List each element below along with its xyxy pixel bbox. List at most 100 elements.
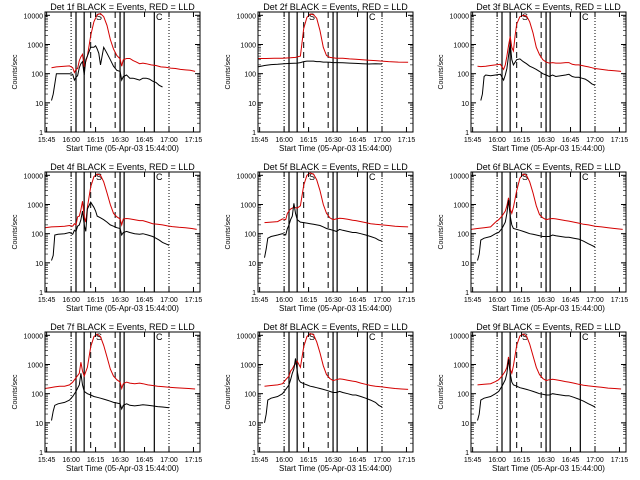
- x-tick-label: 16:30: [111, 137, 129, 144]
- events-series-line: [480, 43, 596, 101]
- y-axis-label: Counts/sec: [12, 374, 19, 410]
- x-tick-label: 17:00: [160, 457, 178, 464]
- y-tick-label: 1: [252, 450, 256, 457]
- x-tick-label: 16:45: [136, 457, 154, 464]
- x-tick-label: 16:30: [324, 137, 342, 144]
- y-tick-label: 1: [39, 450, 43, 457]
- panel-title: Det 2f BLACK = Events, RED = LLD: [263, 2, 408, 12]
- marker-s-label: S: [309, 12, 315, 22]
- y-tick-label: 1: [465, 290, 469, 297]
- x-axis-label: Start Time (05-Apr-03 15:44:00): [492, 304, 605, 313]
- y-axis-label: Counts/sec: [438, 54, 445, 90]
- x-tick-label: 16:30: [324, 457, 342, 464]
- plot-frame: [44, 171, 201, 293]
- x-tick-label: 17:00: [586, 137, 604, 144]
- plot-frame: [257, 11, 414, 133]
- lld-series-line: [470, 173, 623, 230]
- panel-title: Det 4f BLACK = Events, RED = LLD: [50, 162, 195, 172]
- x-tick-label: 17:15: [398, 137, 416, 144]
- x-tick-label: 16:00: [62, 457, 80, 464]
- y-tick-label: 10000: [237, 333, 257, 340]
- plot-frame: [470, 171, 627, 293]
- y-tick-label: 10000: [450, 13, 470, 20]
- y-axis-label: Counts/sec: [12, 54, 19, 90]
- y-tick-label: 1000: [453, 202, 469, 209]
- x-tick-label: 15:45: [38, 297, 56, 304]
- y-tick-label: 1000: [240, 42, 256, 49]
- lld-series-line: [44, 173, 197, 230]
- x-tick-label: 16:15: [87, 457, 105, 464]
- x-tick-label: 16:45: [562, 457, 580, 464]
- x-tick-label: 16:30: [111, 297, 129, 304]
- y-tick-label: 10: [461, 101, 469, 108]
- x-tick-label: 17:15: [398, 297, 416, 304]
- y-tick-label: 10: [461, 421, 469, 428]
- x-tick-label: 15:45: [464, 297, 482, 304]
- x-tick-label: 16:30: [324, 297, 342, 304]
- y-tick-label: 1000: [240, 202, 256, 209]
- x-tick-label: 17:15: [611, 457, 629, 464]
- x-tick-label: 16:45: [136, 137, 154, 144]
- y-tick-label: 10000: [237, 13, 257, 20]
- plot-frame: [44, 11, 201, 133]
- y-axis-label: Counts/sec: [438, 214, 445, 250]
- events-series-line: [477, 200, 596, 261]
- x-tick-label: 15:45: [251, 137, 269, 144]
- x-tick-label: 16:00: [488, 297, 506, 304]
- marker-c-label: C: [582, 12, 589, 22]
- marker-c-label: C: [156, 332, 163, 342]
- lld-series-line: [51, 13, 196, 74]
- panel-title: Det 5f BLACK = Events, RED = LLD: [263, 162, 408, 172]
- marker-c-label: C: [369, 172, 376, 182]
- marker-s-label: S: [96, 172, 102, 182]
- y-tick-label: 100: [31, 232, 43, 239]
- y-axis-label: Counts/sec: [438, 374, 445, 410]
- plot-frame: [470, 331, 627, 453]
- lld-series-line: [477, 333, 622, 390]
- x-tick-label: 15:45: [464, 137, 482, 144]
- x-tick-label: 17:15: [185, 137, 203, 144]
- x-tick-label: 16:15: [513, 137, 531, 144]
- marker-c-label: C: [156, 172, 163, 182]
- x-tick-label: 16:15: [87, 297, 105, 304]
- panel-title: Det 8f BLACK = Events, RED = LLD: [263, 322, 408, 332]
- x-tick-label: 17:00: [586, 297, 604, 304]
- y-axis-label: Counts/sec: [12, 214, 19, 250]
- marker-s-label: S: [522, 332, 528, 342]
- y-tick-label: 100: [244, 72, 256, 79]
- x-tick-label: 16:30: [111, 457, 129, 464]
- x-tick-label: 16:00: [62, 137, 80, 144]
- y-tick-label: 1: [39, 130, 43, 137]
- x-tick-label: 17:00: [373, 297, 391, 304]
- events-series-line: [257, 60, 383, 68]
- y-tick-label: 100: [457, 72, 469, 79]
- x-tick-label: 17:00: [160, 297, 178, 304]
- y-tick-label: 1000: [240, 362, 256, 369]
- marker-s-label: S: [522, 172, 528, 182]
- y-tick-label: 10: [248, 261, 256, 268]
- x-tick-label: 16:15: [87, 137, 105, 144]
- x-tick-label: 17:00: [160, 137, 178, 144]
- x-tick-label: 16:45: [349, 137, 367, 144]
- x-tick-label: 17:15: [611, 297, 629, 304]
- y-tick-label: 10000: [450, 173, 470, 180]
- y-tick-label: 100: [244, 232, 256, 239]
- y-tick-label: 1: [465, 130, 469, 137]
- y-axis-label: Counts/sec: [225, 54, 232, 90]
- y-tick-label: 1: [252, 130, 256, 137]
- y-tick-label: 1000: [453, 42, 469, 49]
- x-tick-label: 17:15: [185, 297, 203, 304]
- y-tick-label: 1000: [453, 362, 469, 369]
- events-series-line: [51, 44, 163, 101]
- x-axis-label: Start Time (05-Apr-03 15:44:00): [492, 144, 605, 153]
- panel-title: Det 9f BLACK = Events, RED = LLD: [476, 322, 621, 332]
- x-tick-label: 17:15: [398, 457, 416, 464]
- panel-title: Det 6f BLACK = Events, RED = LLD: [476, 162, 621, 172]
- marker-c-label: C: [582, 332, 589, 342]
- x-tick-label: 16:45: [349, 297, 367, 304]
- x-tick-label: 16:30: [537, 137, 555, 144]
- y-tick-label: 10: [35, 101, 43, 108]
- y-tick-label: 10: [35, 261, 43, 268]
- marker-s-label: S: [522, 12, 528, 22]
